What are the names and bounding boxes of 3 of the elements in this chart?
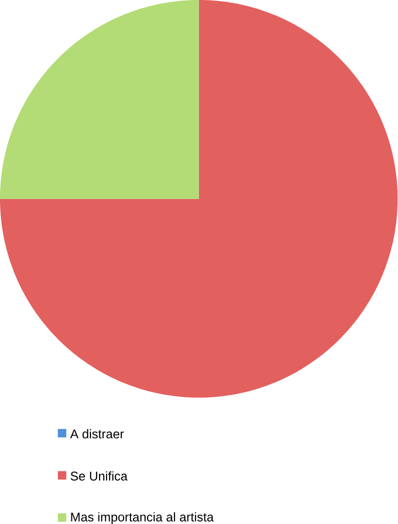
legend-label: Se Unifica bbox=[70, 471, 128, 481]
legend-label: A distraer bbox=[70, 429, 124, 438]
legend-label: Mas importancia al artista bbox=[71, 512, 214, 524]
